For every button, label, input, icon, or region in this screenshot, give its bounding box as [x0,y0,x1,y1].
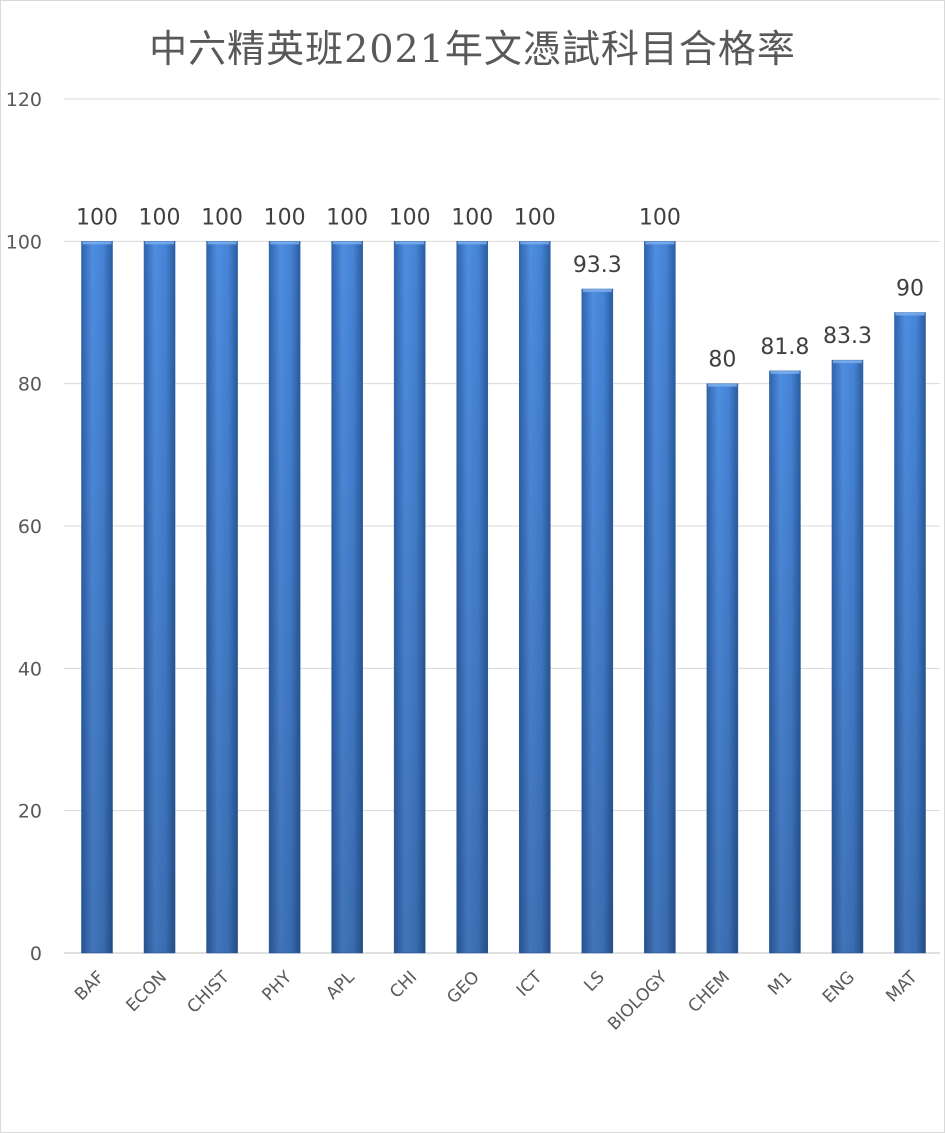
bar-top-highlight [332,241,362,245]
x-tick-label: ENG [819,967,859,1007]
bar-shade [144,241,176,954]
y-tick-label: 0 [30,943,42,965]
bar-top-highlight [145,241,175,245]
x-tick-label: BIOLOGY [604,967,672,1035]
y-tick-label: 80 [18,374,42,396]
x-tick-label: GEO [443,967,484,1008]
bar-shade [331,241,363,954]
data-label: 100 [639,205,681,230]
bar-top-highlight [82,241,112,245]
bar-top-highlight [895,312,925,316]
x-tick-label: CHI [386,967,421,1002]
data-label: 90 [896,277,924,302]
chart-title: 中六精英班2021年文憑試科目合格率 [149,27,796,71]
x-tick-label: CHEM [684,967,734,1017]
data-label: 100 [326,205,368,230]
y-tick-label: 100 [6,231,42,253]
y-tick-label: 120 [6,89,42,111]
data-label: 100 [389,205,431,230]
data-label: 100 [514,205,556,230]
data-label: 100 [139,205,181,230]
x-tick-label: ECON [122,967,171,1016]
bars [81,241,926,954]
bar-top-highlight [707,383,737,387]
x-tick-label: APL [322,967,359,1004]
y-tick-label: 20 [18,801,42,823]
bar-top-highlight [645,241,675,245]
bar-shade [519,241,551,954]
bar-top-highlight [770,370,800,374]
gridlines [64,98,940,954]
bar-top-highlight [520,241,550,245]
bar-shade [894,312,926,953]
bar-top-highlight [395,241,425,245]
bar-shade [581,289,613,953]
data-label: 100 [201,205,243,230]
bar-shade [269,241,301,954]
bar-shade [706,383,738,954]
bar-top-highlight [457,241,487,245]
y-tick-label: 60 [18,516,42,538]
data-label: 81.8 [760,335,809,360]
bar-shade [394,241,426,954]
data-label: 80 [708,348,736,373]
bar-top-highlight [207,241,237,245]
x-tick-label: CHIST [184,967,235,1018]
data-label: 100 [76,205,118,230]
bar-top-highlight [832,360,862,364]
bar-shade [644,241,676,954]
y-axis-tick-labels: 0 20 40 60 80 100 120 [6,89,42,965]
bar-top-highlight [270,241,300,245]
bar-shade [831,360,863,954]
bar-shade [206,241,238,954]
x-tick-label: BAF [71,967,109,1005]
x-tick-label: M1 [764,967,796,999]
data-label: 100 [451,205,493,230]
data-labels: 100 100 100 100 100 100 100 100 93.3 100 80 81.8 83.… [76,205,924,372]
y-tick-label: 40 [18,658,42,680]
data-label: 93.3 [573,253,622,278]
bar-shade [456,241,488,954]
data-label: 83.3 [823,324,872,349]
bar-shade [769,370,801,953]
bar-shade [81,241,113,954]
x-tick-label: ICT [513,967,547,1001]
bar-top-highlight [582,289,612,293]
x-tick-label: LS [580,967,608,995]
data-label: 100 [264,205,306,230]
x-tick-label: PHY [258,967,296,1005]
x-tick-label: MAT [882,967,922,1007]
